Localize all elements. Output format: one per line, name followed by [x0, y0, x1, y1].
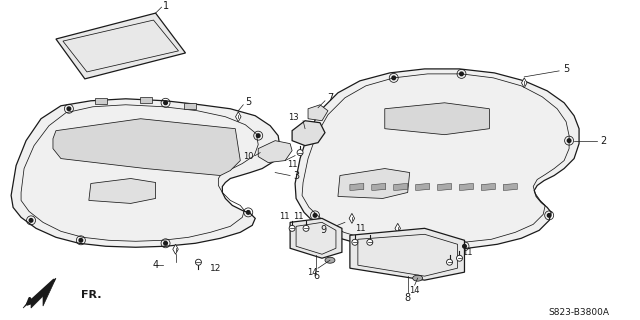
Text: 2: 2	[600, 136, 606, 146]
Polygon shape	[395, 223, 401, 233]
Circle shape	[567, 139, 571, 142]
Circle shape	[195, 259, 202, 265]
Circle shape	[367, 239, 373, 245]
Circle shape	[246, 211, 250, 214]
Polygon shape	[295, 69, 579, 250]
Circle shape	[547, 213, 551, 217]
Bar	[184, 103, 196, 109]
Polygon shape	[481, 183, 495, 190]
Polygon shape	[460, 183, 474, 190]
Circle shape	[368, 241, 372, 244]
Text: 12: 12	[210, 264, 221, 273]
Polygon shape	[350, 183, 364, 190]
Polygon shape	[385, 103, 490, 135]
Circle shape	[460, 72, 463, 76]
Circle shape	[79, 238, 83, 242]
Text: 7: 7	[327, 93, 333, 103]
Circle shape	[164, 242, 167, 245]
Text: 13: 13	[288, 113, 298, 122]
Text: 3: 3	[293, 171, 299, 180]
Polygon shape	[503, 183, 517, 190]
Bar	[140, 97, 152, 103]
Text: 14: 14	[410, 286, 420, 295]
Polygon shape	[415, 183, 429, 190]
Polygon shape	[56, 13, 186, 79]
Polygon shape	[11, 99, 280, 247]
Polygon shape	[89, 179, 156, 204]
Text: S823-B3800A: S823-B3800A	[548, 308, 609, 316]
Bar	[95, 98, 107, 104]
Circle shape	[297, 150, 303, 156]
Text: 5: 5	[563, 64, 569, 74]
Ellipse shape	[413, 275, 422, 281]
Polygon shape	[173, 244, 179, 254]
Text: 10: 10	[243, 152, 253, 161]
Text: 5: 5	[245, 97, 252, 107]
Circle shape	[29, 219, 33, 222]
Polygon shape	[308, 105, 328, 121]
Polygon shape	[394, 183, 408, 190]
Text: 8: 8	[404, 293, 411, 303]
Circle shape	[447, 259, 452, 265]
Ellipse shape	[325, 257, 335, 263]
Polygon shape	[349, 213, 355, 223]
Polygon shape	[522, 78, 527, 88]
Polygon shape	[350, 228, 465, 280]
Text: 9: 9	[320, 225, 326, 235]
Text: 11: 11	[293, 212, 303, 221]
Polygon shape	[53, 119, 240, 176]
Polygon shape	[372, 183, 386, 190]
Polygon shape	[290, 218, 342, 258]
Circle shape	[289, 225, 295, 231]
Circle shape	[392, 76, 396, 80]
Polygon shape	[236, 112, 241, 122]
Text: 4: 4	[152, 260, 159, 270]
Circle shape	[67, 107, 70, 110]
Circle shape	[257, 134, 260, 138]
Polygon shape	[338, 169, 410, 198]
Circle shape	[303, 225, 309, 231]
Polygon shape	[258, 141, 292, 163]
Polygon shape	[292, 121, 325, 146]
Text: 11: 11	[462, 248, 473, 257]
Polygon shape	[438, 183, 452, 190]
Polygon shape	[23, 278, 56, 308]
Circle shape	[456, 255, 463, 261]
Text: 6: 6	[313, 271, 319, 281]
Text: 11: 11	[355, 224, 365, 233]
Text: 14: 14	[307, 268, 317, 277]
Text: 11: 11	[287, 160, 298, 169]
Text: 1: 1	[163, 1, 168, 11]
Circle shape	[313, 213, 317, 217]
Text: FR.: FR.	[81, 290, 101, 300]
Circle shape	[463, 244, 467, 248]
Text: 11: 11	[279, 212, 289, 221]
Circle shape	[164, 101, 167, 105]
Circle shape	[352, 239, 358, 245]
